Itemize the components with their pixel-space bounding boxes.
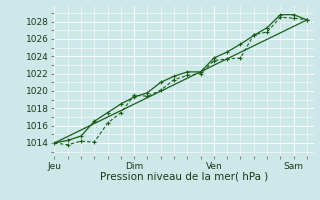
X-axis label: Pression niveau de la mer( hPa ): Pression niveau de la mer( hPa ) [100,172,268,182]
